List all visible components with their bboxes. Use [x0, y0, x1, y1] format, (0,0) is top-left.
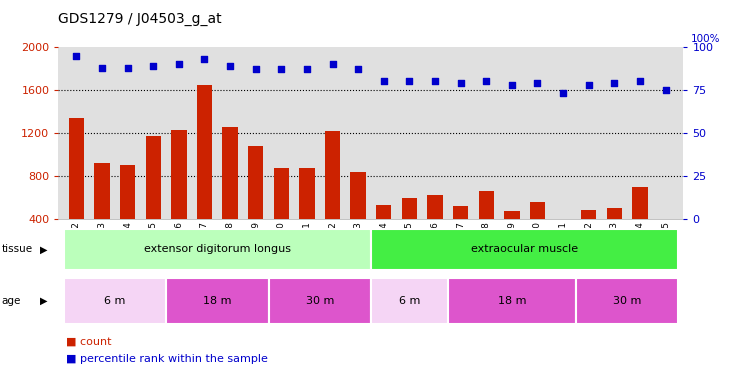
Bar: [325, 131, 340, 262]
Point: [455, 80, 466, 86]
Text: 100%: 100%: [690, 34, 720, 44]
Bar: [607, 207, 622, 262]
Bar: [69, 118, 84, 262]
Point: [557, 90, 569, 96]
Point: [301, 66, 313, 72]
Point: [659, 87, 671, 93]
Text: extraocular muscle: extraocular muscle: [471, 244, 578, 254]
Bar: [530, 202, 545, 262]
Text: ▶: ▶: [40, 244, 48, 254]
Text: tissue: tissue: [1, 244, 33, 254]
Point: [71, 53, 83, 58]
Text: age: age: [1, 296, 21, 306]
Bar: [166, 278, 268, 324]
Bar: [222, 127, 238, 262]
Point: [250, 66, 262, 72]
Point: [634, 78, 645, 84]
Point: [531, 80, 543, 86]
Bar: [371, 278, 448, 324]
Point: [173, 61, 185, 67]
Text: 6 m: 6 m: [104, 296, 126, 306]
Bar: [581, 210, 596, 262]
Text: GDS1279 / J04503_g_at: GDS1279 / J04503_g_at: [58, 12, 222, 26]
Bar: [273, 168, 289, 262]
Bar: [94, 164, 110, 262]
Point: [148, 63, 159, 69]
Point: [429, 78, 441, 84]
Text: 6 m: 6 m: [398, 296, 420, 306]
Point: [378, 78, 390, 84]
Text: 18 m: 18 m: [203, 296, 232, 306]
Point: [404, 78, 415, 84]
Point: [199, 56, 211, 62]
Bar: [376, 206, 392, 262]
Bar: [556, 227, 571, 262]
Bar: [197, 85, 212, 262]
Point: [96, 64, 108, 70]
Point: [480, 78, 492, 84]
Point: [327, 61, 338, 67]
Bar: [371, 229, 678, 270]
Bar: [658, 227, 673, 262]
Text: 30 m: 30 m: [613, 296, 641, 306]
Bar: [504, 211, 520, 262]
Point: [583, 82, 594, 88]
Text: ▶: ▶: [40, 296, 48, 306]
Bar: [632, 187, 648, 262]
Text: ■ percentile rank within the sample: ■ percentile rank within the sample: [66, 354, 268, 364]
Point: [224, 63, 236, 69]
Bar: [120, 165, 135, 262]
Bar: [402, 198, 417, 262]
Bar: [268, 278, 371, 324]
Text: extensor digitorum longus: extensor digitorum longus: [144, 244, 291, 254]
Point: [122, 64, 134, 70]
Text: ■ count: ■ count: [66, 337, 111, 347]
Bar: [453, 206, 469, 262]
Text: 18 m: 18 m: [498, 296, 526, 306]
Bar: [64, 229, 371, 270]
Bar: [479, 191, 494, 262]
Point: [352, 66, 364, 72]
Bar: [145, 136, 161, 262]
Bar: [576, 278, 678, 324]
Bar: [171, 130, 186, 262]
Point: [506, 82, 518, 88]
Bar: [350, 172, 366, 262]
Bar: [248, 146, 263, 262]
Bar: [448, 278, 576, 324]
Bar: [299, 168, 314, 262]
Text: 30 m: 30 m: [306, 296, 334, 306]
Point: [276, 66, 287, 72]
Point: [608, 80, 620, 86]
Bar: [428, 195, 443, 262]
Bar: [64, 278, 166, 324]
